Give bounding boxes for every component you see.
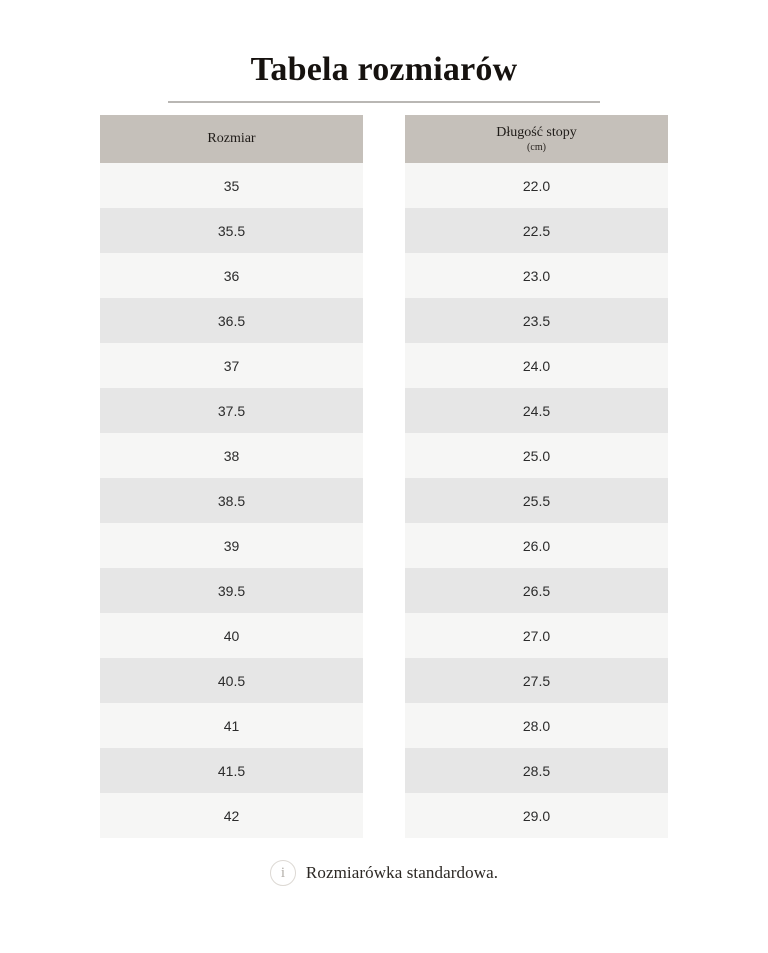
foot-length-cell: 24.0 bbox=[405, 343, 668, 389]
foot-length-cell: 23.5 bbox=[405, 298, 668, 344]
table-row: 24.5 bbox=[405, 388, 668, 434]
table-row: 40.5 bbox=[100, 658, 363, 704]
footer-note-text: Rozmiarówka standardowa. bbox=[305, 863, 499, 883]
table-row: 37 bbox=[100, 343, 363, 389]
table-row: 29.0 bbox=[405, 793, 668, 839]
foot-length-cell: 29.0 bbox=[405, 793, 668, 839]
size-table-head: Rozmiar bbox=[100, 115, 363, 164]
foot-length-cell: 22.5 bbox=[405, 208, 668, 254]
title-block: Tabela rozmiarów bbox=[0, 0, 768, 104]
column-header-unit: (cm) bbox=[527, 141, 546, 153]
table-row: 23.0 bbox=[405, 253, 668, 299]
size-cell: 39.5 bbox=[100, 568, 363, 614]
table-row: 23.5 bbox=[405, 298, 668, 344]
table-row: 24.0 bbox=[405, 343, 668, 389]
footer-note: i Rozmiarówka standardowa. bbox=[0, 860, 768, 887]
size-cell: 37.5 bbox=[100, 388, 363, 434]
table-row: 26.0 bbox=[405, 523, 668, 569]
table-row: 42 bbox=[100, 793, 363, 839]
table-row: 28.5 bbox=[405, 748, 668, 794]
table-row: 37.5 bbox=[100, 388, 363, 434]
foot-length-cell: 28.5 bbox=[405, 748, 668, 794]
size-cell: 38.5 bbox=[100, 478, 363, 524]
size-cell: 40 bbox=[100, 613, 363, 659]
size-cell: 36 bbox=[100, 253, 363, 299]
length-table-head: Długość stopy (cm) bbox=[405, 115, 668, 164]
size-table-header-row: Rozmiar bbox=[100, 115, 363, 164]
table-row: 25.5 bbox=[405, 478, 668, 524]
size-cell: 37 bbox=[100, 343, 363, 389]
size-cell: 36.5 bbox=[100, 298, 363, 344]
table-row: 28.0 bbox=[405, 703, 668, 749]
column-header-size: Rozmiar bbox=[100, 115, 363, 164]
size-cell: 35.5 bbox=[100, 208, 363, 254]
size-cell: 41 bbox=[100, 703, 363, 749]
size-cell: 42 bbox=[100, 793, 363, 839]
table-row: 38 bbox=[100, 433, 363, 479]
size-cell: 39 bbox=[100, 523, 363, 569]
table-row: 25.0 bbox=[405, 433, 668, 479]
table-row: 39 bbox=[100, 523, 363, 569]
size-cell: 38 bbox=[100, 433, 363, 479]
foot-length-cell: 26.0 bbox=[405, 523, 668, 569]
info-icon: i bbox=[269, 860, 296, 887]
title-divider bbox=[168, 101, 600, 104]
foot-length-cell: 22.0 bbox=[405, 163, 668, 209]
table-row: 35 bbox=[100, 163, 363, 209]
foot-length-cell: 25.0 bbox=[405, 433, 668, 479]
length-table-header-row: Długość stopy (cm) bbox=[405, 115, 668, 164]
table-row: 22.0 bbox=[405, 163, 668, 209]
foot-length-cell: 23.0 bbox=[405, 253, 668, 299]
size-cell: 35 bbox=[100, 163, 363, 209]
length-table: Długość stopy (cm) 22.0 22.5 23.0 23.5 24.0 24… bbox=[405, 115, 668, 839]
column-header-foot-length-label: Długość stopy bbox=[496, 124, 577, 140]
size-cell: 41.5 bbox=[100, 748, 363, 794]
foot-length-cell: 25.5 bbox=[405, 478, 668, 524]
size-table-body: 35 35.5 36 36.5 37 37.5 38 38.5 39 39.5 40 40.5 41 41… bbox=[100, 163, 363, 839]
table-row: 41.5 bbox=[100, 748, 363, 794]
table-row: 39.5 bbox=[100, 568, 363, 614]
tables-container: Rozmiar 35 35.5 36 36.5 37 37.5 38 38.5 39 39.5 40… bbox=[0, 115, 768, 839]
table-row: 26.5 bbox=[405, 568, 668, 614]
foot-length-cell: 27.0 bbox=[405, 613, 668, 659]
foot-length-cell: 26.5 bbox=[405, 568, 668, 614]
table-row: 22.5 bbox=[405, 208, 668, 254]
table-row: 36 bbox=[100, 253, 363, 299]
size-cell: 40.5 bbox=[100, 658, 363, 704]
table-row: 27.5 bbox=[405, 658, 668, 704]
foot-length-cell: 24.5 bbox=[405, 388, 668, 434]
table-row: 40 bbox=[100, 613, 363, 659]
foot-length-cell: 27.5 bbox=[405, 658, 668, 704]
table-row: 38.5 bbox=[100, 478, 363, 524]
table-row: 27.0 bbox=[405, 613, 668, 659]
size-table: Rozmiar 35 35.5 36 36.5 37 37.5 38 38.5 39 39.5 40… bbox=[100, 115, 363, 839]
table-row: 41 bbox=[100, 703, 363, 749]
column-header-foot-length: Długość stopy (cm) bbox=[405, 115, 668, 164]
page-title: Tabela rozmiarów bbox=[250, 51, 518, 88]
table-row: 35.5 bbox=[100, 208, 363, 254]
table-row: 36.5 bbox=[100, 298, 363, 344]
foot-length-cell: 28.0 bbox=[405, 703, 668, 749]
length-table-body: 22.0 22.5 23.0 23.5 24.0 24.5 25.0 25.5 26.0 26.5… bbox=[405, 163, 668, 839]
